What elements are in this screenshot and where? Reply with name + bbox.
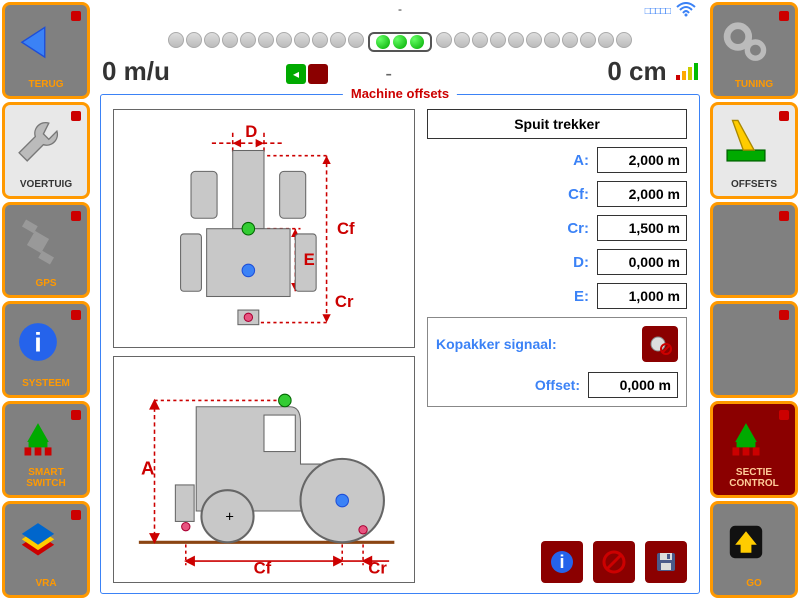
wifi-icon — [676, 2, 696, 21]
headland-group: Kopakker signaal: Offset: 0,000 m — [427, 317, 687, 407]
mode-icons: ◂ — [286, 64, 328, 84]
satellite-icon — [11, 211, 65, 274]
right-sidebar: TUNING OFFSETS SECTIE CONTROL GO — [708, 0, 800, 600]
vehicle-button[interactable]: VOERTUIG — [2, 102, 90, 199]
status-bar: □□□□□ - 0 m/u - 0 cm ◂ — [96, 2, 704, 92]
signal-bars-icon — [676, 62, 698, 80]
svg-text:Cr: Cr — [335, 292, 354, 311]
blank-button-1[interactable] — [710, 202, 798, 299]
param-value-Cr[interactable]: 1,500 m — [597, 215, 687, 241]
go-button[interactable]: GO — [710, 501, 798, 598]
top-dash: - — [96, 2, 704, 16]
center-value: - — [385, 63, 392, 86]
status-dot — [71, 310, 81, 320]
center-indicator — [368, 32, 432, 52]
signal-boxes-icon: □□□□□ — [645, 6, 670, 17]
smartswitch-button[interactable]: SMART SWITCH — [2, 401, 90, 498]
cancel-button[interactable] — [593, 541, 635, 583]
param-label: E: — [574, 288, 589, 305]
param-value-E[interactable]: 1,000 m — [597, 283, 687, 309]
ruler-pencil-icon — [719, 111, 773, 174]
offsets-button[interactable]: OFFSETS — [710, 102, 798, 199]
speed-value: 0 m/u — [102, 56, 170, 87]
back-button[interactable]: TERUG — [2, 2, 90, 99]
status-dot — [779, 410, 789, 420]
status-dot — [71, 111, 81, 121]
save-button[interactable] — [645, 541, 687, 583]
svg-text:i: i — [559, 552, 564, 572]
status-dot — [71, 410, 81, 420]
param-label: Cf: — [568, 186, 589, 203]
offset-value: 0 cm — [607, 56, 666, 86]
panel-title: Machine offsets — [343, 86, 457, 101]
up-arrow-icon — [719, 510, 773, 573]
gears-icon — [719, 11, 773, 74]
svg-text:D: D — [245, 122, 257, 141]
param-value-A[interactable]: 2,000 m — [597, 147, 687, 173]
svg-text:E: E — [304, 250, 315, 269]
back-arrow-icon — [11, 11, 65, 74]
offset-value[interactable]: 0,000 m — [588, 372, 678, 398]
blank-button-2[interactable] — [710, 301, 798, 398]
machine-offsets-panel: Machine offsets — [100, 94, 700, 594]
param-value-D[interactable]: 0,000 m — [597, 249, 687, 275]
status-dot — [779, 11, 789, 21]
offset-label: Offset: — [535, 377, 580, 393]
status-dot — [779, 310, 789, 320]
status-dot — [71, 211, 81, 221]
tuning-button[interactable]: TUNING — [710, 2, 798, 99]
status-dot — [71, 11, 81, 21]
map-layers-icon — [11, 510, 65, 573]
svg-text:A: A — [141, 458, 155, 479]
param-Cf: Cf: 2,000 m — [427, 181, 687, 207]
system-button[interactable]: i SYSTEEM — [2, 301, 90, 398]
param-D: D: 0,000 m — [427, 249, 687, 275]
svg-text:+: + — [225, 510, 234, 526]
param-Cr: Cr: 1,500 m — [427, 215, 687, 241]
top-view-diagram: D Cf E Cr — [113, 109, 415, 348]
param-label: Cr: — [567, 220, 589, 237]
status-dot — [779, 211, 789, 221]
param-A: A: 2,000 m — [427, 147, 687, 173]
status-dot — [779, 111, 789, 121]
svg-text:Cr: Cr — [368, 559, 387, 578]
svg-text:Cf: Cf — [254, 559, 272, 578]
status-dot — [71, 510, 81, 520]
param-label: A: — [573, 152, 589, 169]
param-value-Cf[interactable]: 2,000 m — [597, 181, 687, 207]
info-button[interactable]: i — [541, 541, 583, 583]
svg-text:Cf: Cf — [337, 219, 355, 238]
info-circle-icon: i — [11, 310, 65, 373]
deviation-indicator — [96, 16, 704, 52]
tree-arrow-icon — [719, 410, 773, 473]
side-view-diagram: + — [113, 356, 415, 583]
diagram-column: D Cf E Cr + — [113, 109, 415, 583]
action-buttons: i — [427, 535, 687, 583]
tree-arrow-icon — [11, 410, 65, 473]
svg-text:i: i — [34, 327, 42, 357]
parameters-column: Spuit trekker A: 2,000 m Cf: 2,000 m Cr:… — [427, 109, 687, 583]
vra-button[interactable]: VRA — [2, 501, 90, 598]
headland-signal-toggle[interactable] — [642, 326, 678, 362]
wrench-icon — [11, 111, 65, 174]
param-label: D: — [573, 254, 589, 271]
left-sidebar: TERUG VOERTUIG GPS i SYSTEEM SMART SWITC… — [0, 0, 92, 600]
param-E: E: 1,000 m — [427, 283, 687, 309]
kopakker-label: Kopakker signaal: — [436, 336, 557, 352]
gps-button[interactable]: GPS — [2, 202, 90, 299]
machine-name[interactable]: Spuit trekker — [427, 109, 687, 139]
section-control-button[interactable]: SECTIE CONTROL — [710, 401, 798, 498]
